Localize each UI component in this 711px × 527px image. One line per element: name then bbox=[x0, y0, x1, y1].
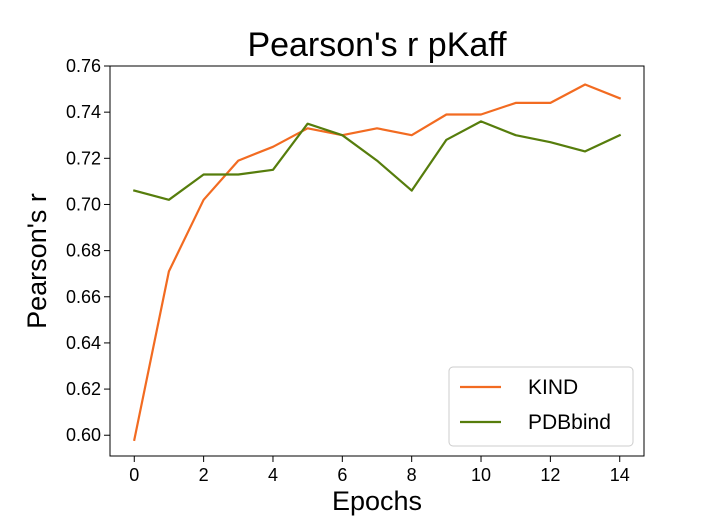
series-lines bbox=[132, 83, 622, 442]
y-tick-label: 0.62 bbox=[66, 379, 101, 399]
y-axis-label: Pearson's r bbox=[22, 193, 52, 329]
x-tick-label: 10 bbox=[471, 465, 491, 485]
x-tick-label: 2 bbox=[199, 465, 209, 485]
x-axis-label: Epochs bbox=[332, 486, 422, 516]
y-tick-label: 0.76 bbox=[66, 56, 101, 76]
x-tick-label: 6 bbox=[337, 465, 347, 485]
y-tick-label: 0.60 bbox=[66, 425, 101, 445]
series-line-pdbbind bbox=[132, 120, 622, 201]
y-tick-label: 0.64 bbox=[66, 333, 101, 353]
x-axis: 0 2 4 6 8 10 12 14 bbox=[129, 456, 630, 485]
x-tick-label: 8 bbox=[407, 465, 417, 485]
series-line-kind bbox=[133, 83, 622, 442]
x-tick-label: 4 bbox=[268, 465, 278, 485]
plot-area bbox=[109, 65, 645, 457]
legend-label-kind: KIND bbox=[528, 376, 578, 399]
y-tick-label: 0.70 bbox=[66, 194, 101, 214]
y-axis: 0.60 0.62 0.64 0.66 0.68 0.70 0.72 0.74 0.76 bbox=[66, 56, 110, 445]
x-tick-label: 14 bbox=[610, 465, 630, 485]
x-tick-label: 12 bbox=[540, 465, 560, 485]
chart-title: Pearson's r pKaff bbox=[247, 26, 507, 64]
legend: KIND PDBbind bbox=[448, 366, 634, 447]
y-tick-label: 0.68 bbox=[66, 241, 101, 261]
y-tick-label: 0.72 bbox=[66, 148, 101, 168]
y-tick-label: 0.66 bbox=[66, 287, 101, 307]
y-tick-label: 0.74 bbox=[66, 102, 101, 122]
x-tick-label: 0 bbox=[129, 465, 139, 485]
legend-label-pdbbind: PDBbind bbox=[528, 411, 611, 434]
